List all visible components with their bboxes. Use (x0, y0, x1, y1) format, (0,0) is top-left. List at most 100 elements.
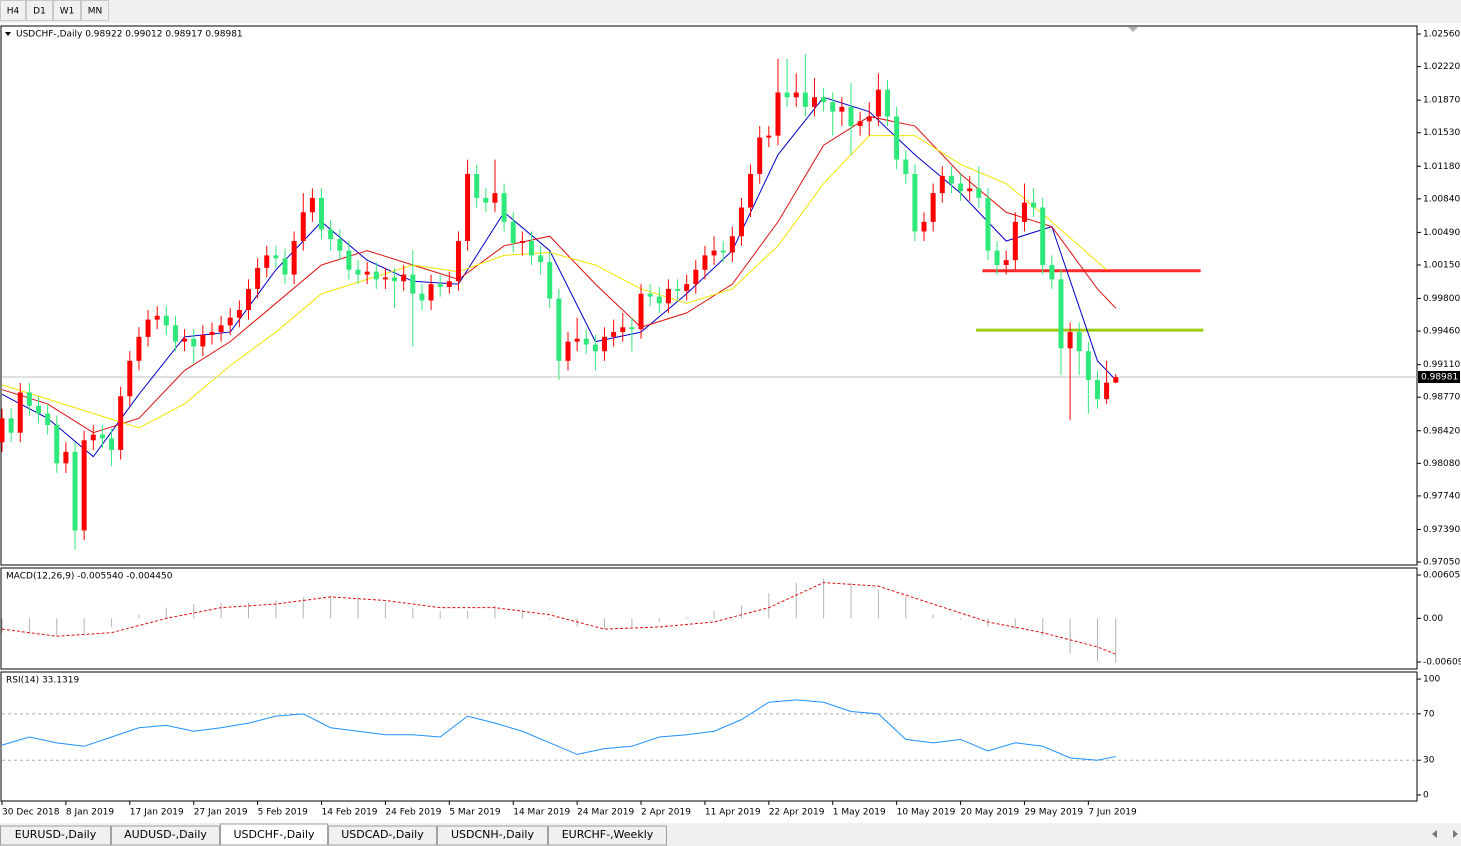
symbol-tab[interactable] (220, 823, 328, 846)
symbol-tab-label[interactable]: USDCNH-,Daily (451, 828, 534, 841)
symbol-tab-label[interactable]: AUDUSD-,Daily (124, 828, 207, 841)
candle-body (720, 250, 726, 253)
candle-body (848, 106, 854, 127)
candle-body (136, 336, 142, 361)
timeframe-label[interactable]: H4 (7, 7, 20, 17)
candle-body (1104, 382, 1110, 400)
symbol-tab-label[interactable]: EURCHF-,Weekly (562, 828, 654, 841)
candle-body (446, 281, 452, 288)
symbol-tab[interactable] (437, 825, 548, 846)
y-tick-label: 70 (1423, 709, 1435, 719)
candle-body (611, 332, 617, 337)
candle-body (8, 418, 14, 433)
symbol-tab[interactable] (0, 825, 111, 846)
y-tick-label: 0.97390 (1423, 525, 1460, 535)
y-tick-label: 1.00150 (1423, 260, 1460, 270)
candle-body (154, 315, 160, 320)
candle-body (45, 413, 51, 426)
x-tick-label: 10 May 2019 (897, 808, 956, 818)
moving-average (1, 135, 1107, 429)
candle-body (17, 392, 23, 433)
candle-body (574, 338, 580, 342)
symbol-tab[interactable] (548, 825, 667, 846)
y-tick-label: 0.97050 (1423, 558, 1460, 568)
candle-body (410, 274, 416, 294)
candle-body (99, 434, 105, 439)
candle-body (172, 325, 178, 342)
candle-body (483, 197, 489, 203)
symbol-tab[interactable] (328, 825, 437, 846)
candle-body (958, 183, 964, 192)
candle-body (319, 197, 325, 230)
candle-body (437, 284, 443, 288)
symbol-tab-label[interactable]: USDCAD-,Daily (341, 828, 424, 841)
x-tick-label: 14 Mar 2019 (513, 808, 570, 818)
candle-body (1058, 279, 1064, 349)
macd-signal (1, 582, 1116, 655)
timeframe-label[interactable]: MN (88, 7, 103, 17)
y-tick-label: 1.02560 (1423, 30, 1460, 40)
candle-body (364, 271, 370, 275)
timeframe-button[interactable] (53, 0, 81, 21)
candle-body (629, 327, 635, 330)
timeframe-button[interactable] (0, 0, 26, 21)
y-tick-label: 30 (1423, 756, 1435, 766)
timeframe-button[interactable] (81, 0, 109, 21)
candle-body (857, 121, 863, 127)
shift-marker (1128, 27, 1138, 32)
candle-body (455, 241, 461, 282)
candle-body (0, 418, 5, 443)
candle-body (602, 336, 608, 352)
candle-body (711, 250, 717, 256)
symbol-tab-label[interactable]: USDCHF-,Daily (233, 828, 315, 841)
x-tick-label: 24 Mar 2019 (577, 808, 634, 818)
timeframe-label[interactable]: W1 (60, 7, 75, 17)
candle-body (118, 396, 124, 450)
candle-body (382, 277, 388, 280)
candle-body (748, 173, 754, 208)
candle-body (346, 250, 352, 270)
y-tick-label: 0.00 (1423, 614, 1443, 624)
x-tick-label: 17 Jan 2019 (130, 808, 184, 818)
candle-body (36, 405, 42, 414)
candle-body (264, 255, 270, 268)
candle-body (811, 97, 817, 107)
candle-body (72, 451, 78, 531)
y-tick-label: 1.01180 (1423, 162, 1460, 172)
timeframe-button[interactable] (26, 0, 53, 21)
candle-body (492, 193, 498, 203)
candle-body (647, 293, 653, 297)
x-tick-label: 22 Apr 2019 (769, 808, 825, 818)
symbol-tab[interactable] (111, 825, 220, 846)
y-tick-label: 0.98080 (1423, 459, 1460, 469)
x-tick-label: 1 May 2019 (833, 808, 886, 818)
x-tick-label: 14 Feb 2019 (322, 808, 378, 818)
price-pane (0, 25, 1418, 566)
rsi-line (1, 699, 1116, 761)
candle-body (1031, 202, 1037, 208)
candle-body (127, 360, 133, 397)
y-tick-label: 0.006058 (1423, 571, 1461, 581)
candle-body (793, 92, 799, 98)
symbol-tab-label[interactable]: EURUSD-,Daily (15, 828, 97, 841)
moving-average (1, 115, 1117, 434)
candle-body (392, 277, 398, 282)
x-tick-label: 5 Feb 2019 (258, 808, 309, 818)
candle-body (182, 338, 188, 342)
timeframe-label[interactable]: D1 (33, 7, 46, 17)
candle-body (63, 451, 69, 464)
candle-body (738, 207, 744, 237)
y-tick-label: 100 (1423, 675, 1440, 685)
y-tick-label: 1.01870 (1423, 96, 1460, 106)
candle-body (967, 188, 973, 192)
y-tick-label: 0.99110 (1423, 360, 1460, 370)
candle-body (939, 175, 945, 194)
candle-body (255, 267, 261, 289)
candle-body (1021, 202, 1027, 222)
candle-body (784, 92, 790, 98)
candle-body (227, 317, 233, 326)
candle-body (465, 173, 471, 242)
candle-body (912, 173, 918, 232)
candle-body (245, 288, 251, 311)
candle-body (200, 334, 206, 347)
